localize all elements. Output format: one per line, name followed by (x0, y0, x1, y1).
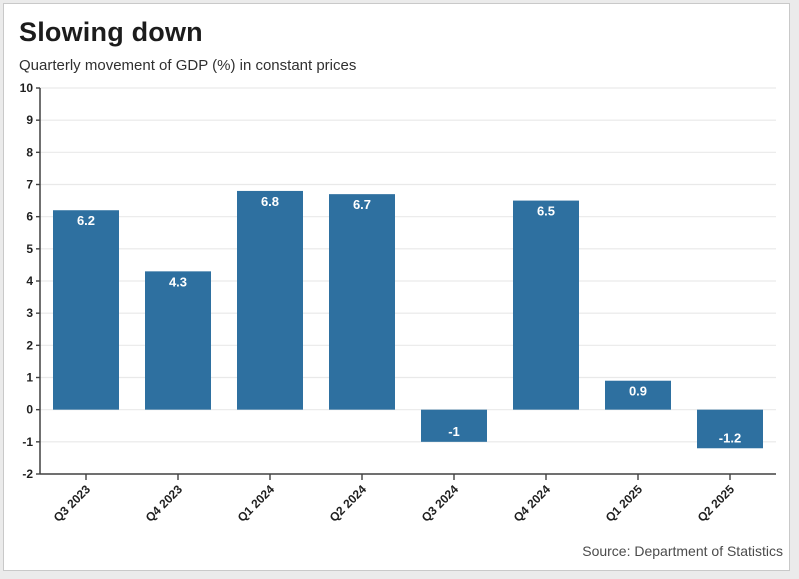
y-tick-label: 5 (26, 242, 33, 256)
chart-subtitle: Quarterly movement of GDP (%) in constan… (19, 57, 357, 74)
y-tick-label: 1 (26, 371, 33, 385)
bar (53, 210, 119, 410)
bar-value-label: 6.5 (537, 204, 555, 219)
bar-value-label: 4.3 (169, 274, 187, 289)
y-tick-label: 2 (26, 338, 33, 352)
y-tick-label: -1 (22, 435, 33, 449)
y-tick-label: 4 (26, 274, 33, 288)
x-tick-label: Q1 2024 (235, 482, 278, 525)
y-tick-label: 0 (26, 403, 33, 417)
bar-value-label: 6.7 (353, 197, 371, 212)
bar (329, 194, 395, 410)
bar (145, 271, 211, 410)
x-tick-label: Q2 2024 (327, 482, 370, 525)
y-tick-label: 9 (26, 113, 33, 127)
x-tick-label: Q2 2025 (695, 482, 738, 525)
bar-value-label: 6.8 (261, 194, 279, 209)
bar (513, 200, 579, 410)
bar-value-label: -1.2 (719, 430, 741, 445)
bar (421, 409, 487, 442)
y-tick-label: 3 (26, 306, 33, 320)
chart-title: Slowing down (19, 17, 203, 47)
y-tick-label: 10 (20, 81, 34, 95)
y-tick-label: -2 (22, 467, 33, 481)
bar-value-label: 6.2 (77, 213, 95, 228)
x-tick-label: Q4 2024 (511, 482, 554, 525)
x-tick-label: Q3 2023 (51, 482, 94, 525)
source-credit: Source: Department of Statistics (582, 543, 783, 559)
x-tick-label: Q4 2023 (143, 482, 186, 525)
bar-value-label: -1 (448, 424, 460, 439)
bar (697, 409, 763, 449)
y-tick-label: 6 (26, 210, 33, 224)
bar-value-label: 0.9 (629, 384, 647, 399)
bar (237, 190, 303, 410)
y-tick-label: 8 (26, 145, 33, 159)
y-tick-label: 7 (26, 178, 33, 192)
bar (605, 380, 671, 410)
chart-card: Slowing down Quarterly movement of GDP (… (3, 3, 790, 571)
x-tick-label: Q1 2025 (603, 482, 646, 525)
x-tick-label: Q3 2024 (419, 482, 462, 525)
